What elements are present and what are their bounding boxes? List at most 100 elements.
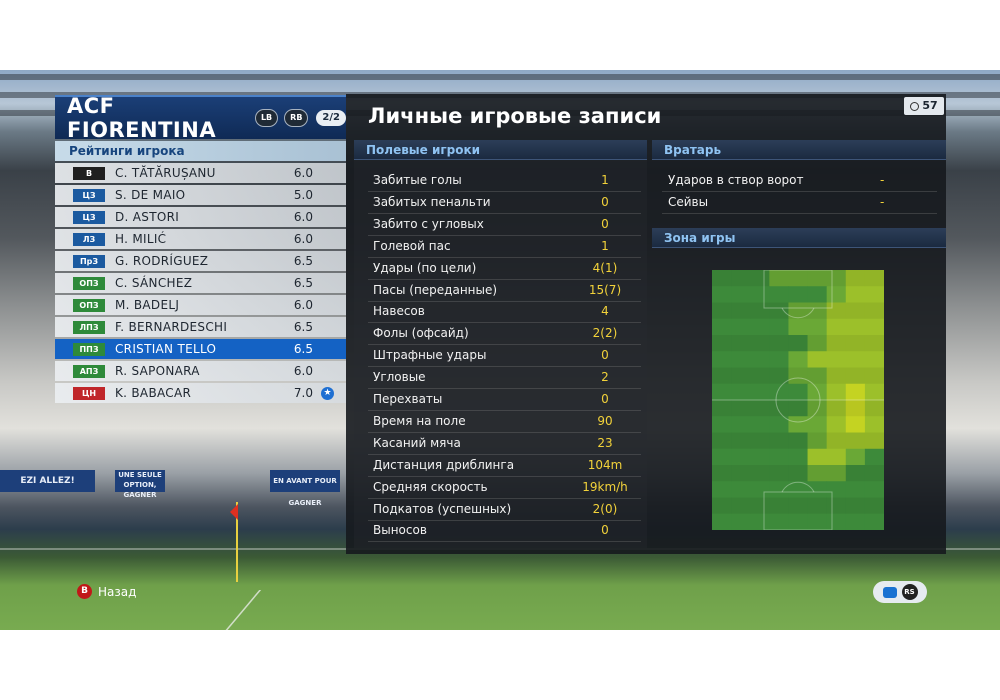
heatmap-cell <box>712 400 732 417</box>
heatmap-cell <box>807 270 828 287</box>
player-row[interactable]: ОПЗ C. SÁNCHEZ 6.5 <box>55 273 346 293</box>
stat-row: Время на поле 90 <box>368 411 641 433</box>
rb-button[interactable]: RB <box>284 109 309 127</box>
player-name: R. SAPONARA <box>115 364 200 378</box>
player-rating: 5.0 <box>293 188 313 202</box>
heatmap-cell <box>845 335 866 352</box>
heatmap-cell <box>864 318 884 336</box>
heatmap <box>712 270 884 530</box>
heatmap-cell <box>769 318 789 336</box>
player-row[interactable]: ЛЗ H. MILIĆ 6.0 <box>55 229 346 249</box>
heatmap-cell <box>864 302 884 320</box>
heatmap-cell <box>826 318 847 336</box>
player-row[interactable]: ПрЗ G. RODRÍGUEZ 6.5 <box>55 251 346 271</box>
team-name: ACF FIORENTINA <box>67 94 217 142</box>
heatmap-cell <box>769 286 789 303</box>
heatmap-cell <box>712 497 732 515</box>
heatmap-cell <box>750 497 770 515</box>
stat-row: Штрафные удары 0 <box>368 345 641 368</box>
stat-row: Угловые 2 <box>368 367 641 390</box>
heatmap-cell <box>769 400 789 417</box>
heatmap-cell <box>864 416 884 433</box>
heatmap-cell <box>750 448 770 466</box>
heatmap-cell <box>845 465 866 482</box>
heatmap-cell <box>788 383 809 401</box>
pitch-stripe <box>712 497 884 514</box>
pitch-stripe <box>712 270 884 287</box>
stat-row: Выносов 0 <box>368 520 641 543</box>
heatmap-cell <box>750 513 770 530</box>
back-button[interactable]: B Назад <box>77 584 136 599</box>
heatmap-cell <box>845 286 866 303</box>
top-arc <box>781 307 815 319</box>
heatmap-cell <box>826 400 847 417</box>
rs-label: RS <box>901 584 918 600</box>
player-row[interactable]: АПЗ R. SAPONARA 6.0 <box>55 361 346 381</box>
field-players-header: Полевые игроки <box>354 140 647 160</box>
heatmap-cell <box>845 432 866 450</box>
stat-label: Угловые <box>373 370 426 385</box>
heatmap-cell <box>769 513 789 530</box>
stat-label: Дистанция дриблинга <box>373 457 515 472</box>
player-rating: 6.5 <box>293 342 313 356</box>
heatmap-cell <box>731 270 751 287</box>
page-indicator: 2/2 <box>316 110 346 126</box>
heatmap-cell <box>845 416 866 433</box>
heatmap-cell <box>712 448 732 466</box>
ratings-title: Рейтинги игрока <box>55 141 346 161</box>
player-row[interactable]: ЦЗ D. ASTORI 6.0 <box>55 207 346 227</box>
player-name: F. BERNARDESCHI <box>115 320 228 334</box>
heatmap-cell <box>750 286 770 303</box>
team-header: ACF FIORENTINA LB RB 2/2 <box>55 94 346 142</box>
gk-stat-label: Ударов в створ ворот <box>668 173 804 187</box>
gk-stat-label: Сейвы <box>668 195 709 209</box>
stat-row: Подкатов (успешных) 2(0) <box>368 499 641 521</box>
goalkeeper-stats: Ударов в створ ворот - Сейвы - <box>652 160 946 224</box>
heatmap-cell <box>712 416 732 433</box>
player-row[interactable]: ЦЗ S. DE MAIO 5.0 <box>55 185 346 205</box>
chat-rs-button[interactable]: RS <box>873 581 927 603</box>
stat-value: 0 <box>601 348 609 363</box>
heatmap-cell <box>826 481 847 498</box>
stat-label: Навесов <box>373 304 425 319</box>
heatmap-cell <box>731 367 751 385</box>
heatmap-cell <box>769 270 789 287</box>
heatmap-cell <box>788 432 809 450</box>
stat-row: Пасы (переданные) 15(7) <box>368 280 641 302</box>
heatmap-cell <box>788 481 809 498</box>
player-row[interactable]: ОПЗ M. BADELJ 6.0 <box>55 295 346 315</box>
heatmap-cell <box>731 302 751 320</box>
heatmap-cell <box>788 448 809 466</box>
heatmap-cell <box>845 481 866 498</box>
player-name: H. MILIĆ <box>115 232 167 246</box>
stat-value: 4 <box>601 304 609 319</box>
heatmap-cell <box>750 367 770 385</box>
player-rating: 7.0 <box>293 386 313 400</box>
player-name: S. DE MAIO <box>115 188 186 202</box>
match-timer: 57 <box>904 97 944 115</box>
stat-value: 2(2) <box>592 326 618 341</box>
stat-label: Средняя скорость <box>373 479 488 494</box>
stat-row: Удары (по цели) 4(1) <box>368 258 641 280</box>
stat-label: Голевой пас <box>373 238 451 253</box>
pitch-stripe <box>712 335 884 352</box>
player-row[interactable]: В C. TĂTĂRUȘANU 6.0 <box>55 163 346 183</box>
player-rating: 6.0 <box>293 298 313 312</box>
player-row[interactable]: ЛПЗ F. BERNARDESCHI 6.5 <box>55 317 346 337</box>
heatmap-cell <box>845 318 866 336</box>
heatmap-cell <box>769 335 789 352</box>
heatmap-cell <box>788 513 809 530</box>
player-row[interactable]: ЦН K. BABACAR 7.0 ★ <box>55 383 346 403</box>
stat-row: Забитых пенальти 0 <box>368 192 641 214</box>
stat-value: 23 <box>597 435 613 450</box>
heatmap-cell <box>788 400 809 417</box>
player-row[interactable]: ППЗ CRISTIAN TELLO 6.5 <box>55 339 346 359</box>
heatmap-cell <box>826 497 847 515</box>
heatmap-cell <box>807 335 828 352</box>
heatmap-cell <box>712 465 732 482</box>
lb-button[interactable]: LB <box>254 109 279 127</box>
pitch-stripe <box>712 400 884 417</box>
heatmap-cell <box>864 335 884 352</box>
ad-board: EZI ALLEZ! <box>0 470 95 492</box>
heatmap-cell <box>845 513 866 530</box>
